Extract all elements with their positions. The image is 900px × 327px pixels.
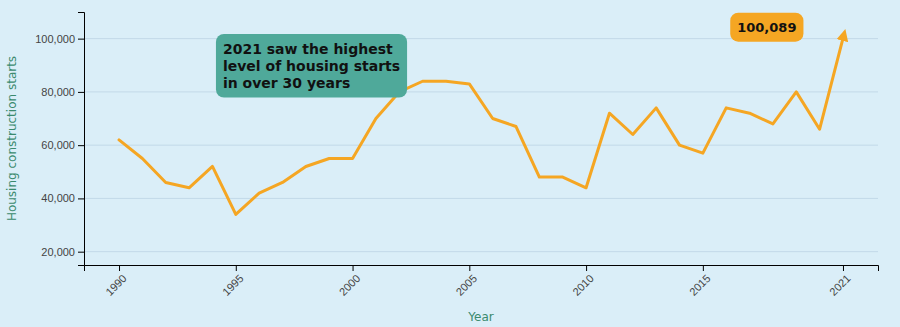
grid xyxy=(84,39,878,252)
y-tick: 80,000 xyxy=(41,86,84,98)
x-axis-title: Year xyxy=(467,310,493,324)
plot-area: 1990 1995 2000 2005 2010 2015 2021 20,000 40,000… xyxy=(35,13,878,298)
y-tick-label: 80,000 xyxy=(41,86,75,98)
x-tick-label: 2015 xyxy=(687,272,713,298)
x-axis-line xyxy=(85,266,879,272)
y-tick-label: 20,000 xyxy=(41,246,75,258)
x-tick-label: 2010 xyxy=(570,272,596,298)
x-tick-label: 2005 xyxy=(453,272,479,298)
y-tick-mark xyxy=(78,145,84,146)
chart: 1990 1995 2000 2005 2010 2015 2021 20,000 40,000… xyxy=(0,0,900,327)
y-tick: 40,000 xyxy=(41,192,84,204)
y-tick-mark xyxy=(78,39,84,40)
annotation-box xyxy=(730,13,803,42)
marks xyxy=(119,38,843,214)
y-tick: 20,000 xyxy=(41,246,84,258)
x-tick-label: 1995 xyxy=(220,272,246,298)
y-tick-mark xyxy=(78,198,84,199)
x-tick: 2015 xyxy=(687,265,713,298)
y-tick-label: 60,000 xyxy=(41,139,75,151)
x-tick: 2000 xyxy=(337,265,363,298)
annotations: 2021 saw the highestlevel of housing sta… xyxy=(216,13,803,98)
x-tick: 2021 xyxy=(827,265,853,298)
grid-line xyxy=(84,198,878,199)
grid-line xyxy=(84,145,878,146)
x-tick-label: 2021 xyxy=(827,272,853,298)
x-tick-mark xyxy=(236,265,237,271)
annotation-box xyxy=(216,34,407,98)
x-tick-mark xyxy=(119,265,120,271)
y-tick: 100,000 xyxy=(35,33,84,45)
x-tick-mark xyxy=(586,265,587,271)
annotation-text: 100,089 xyxy=(737,20,796,35)
y-tick-label: 100,000 xyxy=(35,33,75,45)
grid-line xyxy=(84,251,878,252)
x-tick-mark xyxy=(703,265,704,271)
annotation-text: 2021 saw the highestlevel of housing sta… xyxy=(223,41,400,91)
x-tick-mark xyxy=(843,265,844,271)
y-tick-mark xyxy=(78,92,84,93)
y-axis-title: Housing construction starts xyxy=(5,56,19,221)
x-axis: 1990 1995 2000 2005 2010 2015 2021 xyxy=(85,265,879,298)
grid-line xyxy=(84,91,878,92)
x-tick-mark xyxy=(469,265,470,271)
x-tick: 1990 xyxy=(103,265,129,298)
y-tick: 60,000 xyxy=(41,139,84,151)
y-axis-line xyxy=(78,13,85,266)
y-tick-mark xyxy=(78,252,84,253)
x-tick-label: 1990 xyxy=(103,272,129,298)
x-tick: 2005 xyxy=(453,265,479,298)
x-tick-label: 2000 xyxy=(337,272,363,298)
x-tick-mark xyxy=(353,265,354,271)
line xyxy=(119,38,843,214)
x-tick: 2010 xyxy=(570,265,596,298)
y-axis: 20,000 40,000 60,000 80,000 100,000 xyxy=(35,13,84,266)
y-tick-label: 40,000 xyxy=(41,192,75,204)
annotation: 100,089 xyxy=(730,13,803,42)
annotation: 2021 saw the highestlevel of housing sta… xyxy=(216,34,407,98)
x-tick: 1995 xyxy=(220,265,246,298)
